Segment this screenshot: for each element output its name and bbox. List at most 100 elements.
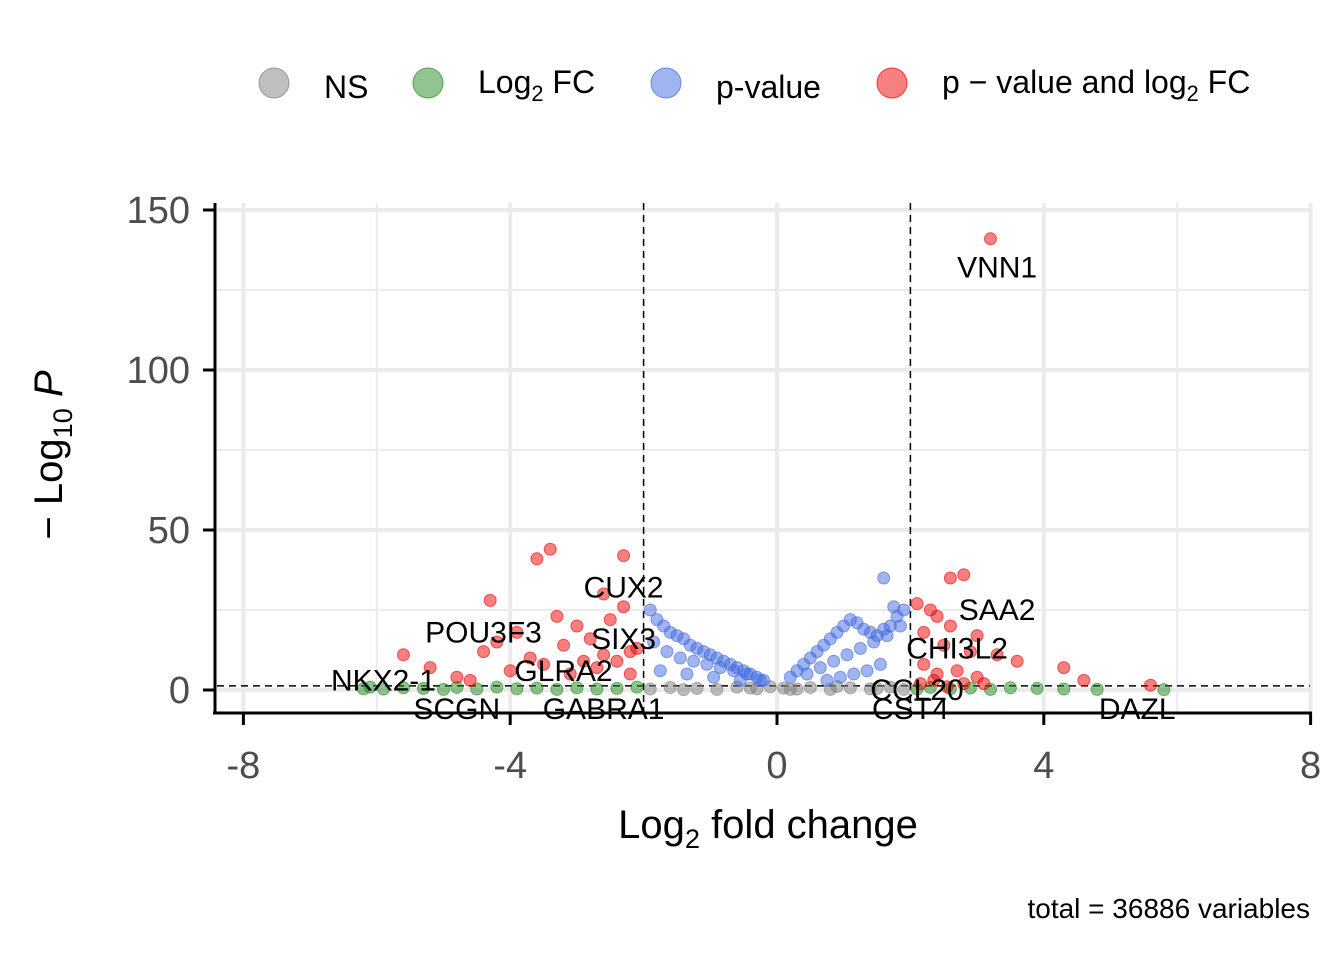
point-both (570, 619, 584, 633)
point-both (970, 629, 984, 643)
y-tick-label: 150 (127, 190, 190, 232)
point-ns (710, 682, 724, 696)
point-both (930, 609, 944, 623)
point-both (983, 232, 997, 246)
point-both (623, 667, 637, 681)
point-fc (396, 681, 410, 695)
point-both (557, 638, 571, 652)
y-tick-label: 50 (148, 510, 190, 552)
point-ns (883, 680, 897, 694)
point-both (603, 613, 617, 627)
gene-label: CST4 (872, 693, 949, 726)
point-both (977, 677, 991, 691)
x-tick-label: -4 (493, 745, 527, 787)
point-fc (530, 681, 544, 695)
point-both (943, 571, 957, 585)
legend-key-both (876, 67, 908, 99)
point-ns (870, 681, 884, 695)
point-p (680, 667, 694, 681)
point-p (707, 670, 721, 684)
point-fc (363, 680, 377, 694)
point-ns (783, 682, 797, 696)
point-p (893, 619, 907, 633)
gene-label: VNN1 (957, 252, 1037, 285)
point-fc (470, 682, 484, 696)
point-fc (416, 681, 430, 695)
point-p (887, 600, 901, 614)
point-fc (550, 682, 564, 696)
point-p (687, 654, 701, 668)
point-p (643, 603, 657, 617)
point-both (503, 664, 517, 678)
point-both (610, 654, 624, 668)
gene-label: DAZL (1099, 693, 1176, 726)
point-both (423, 661, 437, 675)
point-p (813, 661, 827, 675)
point-fc (1057, 682, 1071, 696)
point-both (490, 635, 504, 649)
point-fc (630, 680, 644, 694)
gene-label: CCL20 (870, 674, 963, 707)
point-both (537, 657, 551, 671)
point-fc (376, 682, 390, 696)
legend-key-log2fc (412, 67, 444, 99)
point-both (563, 667, 577, 681)
x-tick-label: 0 (766, 745, 787, 787)
legend-label-pvalue: p-value (716, 69, 821, 105)
gene-label: SCGN (413, 693, 500, 726)
legend-label-ns: NS (324, 69, 368, 105)
point-both (617, 600, 631, 614)
point-fc (490, 680, 504, 694)
point-both (463, 673, 477, 687)
point-both (950, 664, 964, 678)
point-both (917, 657, 931, 671)
y-tick-label: 100 (127, 350, 190, 392)
point-p (877, 571, 891, 585)
point-both (530, 552, 544, 566)
point-p (660, 645, 674, 659)
point-fc (570, 681, 584, 695)
legend-key-pvalue (650, 67, 682, 99)
point-both (396, 648, 410, 662)
gene-label: POU3F3 (425, 616, 542, 649)
point-both (617, 549, 631, 563)
data-points (356, 232, 1171, 697)
point-both (543, 542, 557, 556)
point-both (940, 680, 954, 694)
point-ns (643, 682, 657, 696)
point-p (820, 673, 834, 687)
point-both (630, 641, 644, 655)
gene-label: GABRA1 (543, 693, 665, 726)
point-p (713, 661, 727, 675)
point-p (860, 664, 874, 678)
point-both (523, 651, 537, 665)
point-ns (743, 681, 757, 695)
cutoff-lines (217, 203, 1310, 711)
point-p (833, 670, 847, 684)
point-both (990, 648, 1004, 662)
gene-label: CHI3L2 (906, 632, 1008, 665)
point-p (653, 664, 667, 678)
point-both (957, 568, 971, 582)
point-both (1010, 654, 1024, 668)
x-tick-label: 4 (1033, 745, 1054, 787)
point-both (597, 587, 611, 601)
point-ns (677, 683, 691, 697)
point-p (733, 673, 747, 687)
point-both (583, 632, 597, 646)
point-fc (1003, 681, 1017, 695)
point-fc (437, 682, 450, 696)
point-ns (843, 681, 857, 695)
point-p (853, 641, 867, 655)
point-fc (1090, 682, 1104, 696)
point-both (957, 677, 971, 691)
point-both (937, 638, 951, 652)
gene-label: CUX2 (584, 572, 664, 605)
point-both (963, 645, 977, 659)
legend-key-ns (258, 67, 290, 99)
gene-label: GLRA2 (514, 655, 612, 688)
point-p (800, 667, 814, 681)
point-both (450, 670, 464, 684)
point-p (753, 673, 767, 687)
point-ns (690, 681, 704, 695)
